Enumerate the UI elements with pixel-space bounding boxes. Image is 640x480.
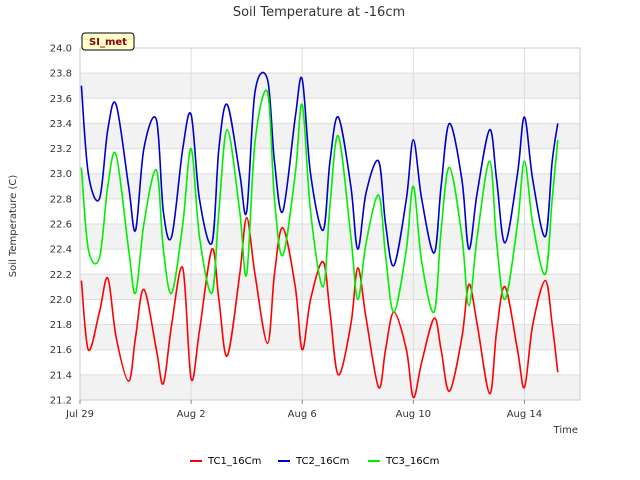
legend: TC1_16Cm TC2_16Cm TC3_16Cm — [190, 456, 439, 467]
y-tick-label: 24.0 — [50, 44, 72, 55]
legend-label: TC1_16Cm — [207, 456, 261, 467]
x-tick-label: Aug 2 — [177, 409, 206, 420]
site-badge-text: SI_met — [89, 37, 127, 48]
y-tick-label: 23.6 — [50, 94, 72, 105]
series-layer — [80, 71, 559, 399]
legend-label: TC2_16Cm — [295, 456, 349, 467]
y-tick-label: 23.0 — [50, 169, 72, 180]
y-tick-label: 21.4 — [50, 370, 72, 381]
grid-band — [80, 374, 580, 400]
y-tick-label: 22.2 — [50, 270, 72, 281]
x-axis-label: Time — [553, 425, 578, 436]
x-tick-label: Jul 29 — [65, 409, 94, 420]
grid-band — [80, 73, 580, 99]
grid-band — [80, 224, 580, 250]
grid-band — [80, 173, 580, 199]
y-tick-label: 23.2 — [50, 144, 72, 155]
x-tick-label: Aug 6 — [288, 409, 317, 420]
y-axis-label: Soil Temperature (C) — [8, 175, 19, 278]
y-axis-ticks: 21.2 21.4 21.6 21.8 22.0 22.2 22.4 22.6 22.8 23.0… — [50, 44, 72, 407]
y-tick-label: 21.2 — [50, 396, 72, 407]
grid-band — [80, 123, 580, 149]
x-tick-label: Aug 10 — [396, 409, 431, 420]
y-tick-label: 21.6 — [50, 345, 72, 356]
chart-title: Soil Temperature at -16cm — [233, 5, 405, 20]
series-line-tc2-16cm — [80, 71, 559, 267]
y-tick-label: 23.8 — [50, 69, 72, 80]
x-tick-label: Aug 14 — [507, 409, 542, 420]
y-tick-label: 23.4 — [50, 119, 72, 130]
site-badge: SI_met — [81, 32, 135, 51]
site-badge-box — [81, 32, 135, 51]
y-tick-label: 22.0 — [50, 295, 72, 306]
legend-label: TC3_16Cm — [385, 456, 439, 467]
x-axis-ticks: Jul 29 Aug 2 Aug 6 Aug 10 Aug 14 — [65, 400, 542, 420]
series-line-tc1-16cm — [80, 216, 559, 399]
y-tick-label: 22.8 — [50, 194, 72, 205]
grid-band — [80, 274, 580, 300]
plot-border — [79, 47, 581, 401]
series-line-tc3-16cm — [80, 89, 559, 314]
y-tick-label: 21.8 — [50, 320, 72, 331]
y-tick-label: 22.4 — [50, 245, 72, 256]
y-tick-label: 22.6 — [50, 220, 72, 231]
